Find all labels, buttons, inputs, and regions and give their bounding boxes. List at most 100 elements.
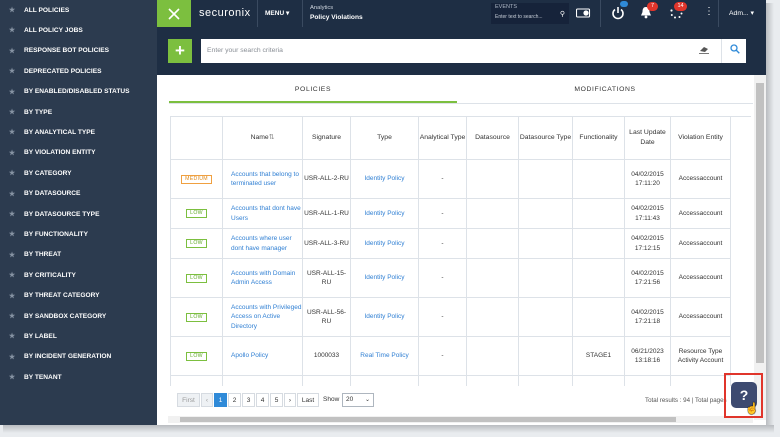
star-icon[interactable]: ★: [8, 7, 16, 14]
sidebar-item-label: BY INCIDENT GENERATION: [24, 353, 112, 361]
page-button[interactable]: 5: [270, 393, 283, 407]
star-icon[interactable]: ★: [8, 333, 16, 341]
star-icon[interactable]: ★: [8, 68, 16, 76]
vertical-scrollbar[interactable]: [754, 75, 766, 420]
sidebar-item[interactable]: ★ RESPONSE BOT POLICIES: [0, 44, 157, 58]
sidebar-item[interactable]: ★ BY FUNCTIONALITY: [0, 227, 157, 241]
toggle-icon[interactable]: [575, 7, 592, 22]
sidebar-item[interactable]: ★ BY CATEGORY: [0, 166, 157, 180]
cell-text: -: [441, 274, 444, 282]
table-cell-type[interactable]: Identity Policy: [351, 160, 419, 199]
page-button[interactable]: 2: [228, 393, 241, 407]
page-button[interactable]: 1: [214, 393, 227, 407]
eraser-icon[interactable]: [699, 45, 709, 56]
scrollbar-thumb[interactable]: [756, 83, 764, 363]
add-policy-button[interactable]: +: [168, 39, 192, 63]
search-icon[interactable]: ⚲: [559, 11, 565, 18]
column-header[interactable]: Datasource Type: [519, 117, 573, 160]
star-icon[interactable]: ★: [8, 109, 16, 116]
table-cell-name[interactable]: Automatic Incident: [223, 376, 303, 386]
sidebar-item[interactable]: ★ BY ANALYTICAL TYPE: [0, 125, 157, 139]
sidebar-item[interactable]: ★ DEPRECATED POLICIES: [0, 64, 157, 78]
table-cell-name[interactable]: Accounts that dont have Users: [223, 199, 303, 229]
table-cell-name[interactable]: Accounts with Privileged Access on Activ…: [223, 298, 303, 337]
scrollbar-thumb[interactable]: [180, 417, 676, 422]
column-header[interactable]: Analytical Type: [419, 117, 467, 160]
column-header[interactable]: Name ⇅: [223, 117, 303, 160]
sidebar-item[interactable]: ★ BY THREAT CATEGORY: [0, 289, 157, 303]
star-icon[interactable]: ★: [8, 251, 16, 259]
menu-button[interactable]: MENU ▾: [265, 9, 289, 17]
star-icon[interactable]: ★: [8, 353, 16, 361]
star-icon[interactable]: ★: [8, 149, 16, 157]
sidebar-item[interactable]: ★ BY TYPE: [0, 105, 157, 119]
table-cell-type[interactable]: Identity Policy: [351, 259, 419, 298]
sidebar-item[interactable]: ★ BY INCIDENT GENERATION: [0, 350, 157, 364]
sidebar-item[interactable]: ★ BY THREAT: [0, 248, 157, 262]
column-header[interactable]: Type: [351, 117, 419, 160]
first-page-button[interactable]: First: [177, 393, 200, 407]
prev-page-button[interactable]: ‹: [201, 393, 213, 407]
help-button[interactable]: ?: [731, 382, 757, 408]
table-cell-type[interactable]: Real Time Policy: [351, 337, 419, 376]
sidebar-item[interactable]: ★ BY SANDBOX CATEGORY: [0, 309, 157, 323]
star-icon[interactable]: ★: [8, 272, 16, 280]
more-vertical-icon[interactable]: ⋮: [704, 6, 714, 17]
sidebar-item[interactable]: ★ BY ENABLED/DISABLED STATUS: [0, 85, 157, 99]
next-page-button[interactable]: ›: [284, 393, 296, 407]
breadcrumb-parent[interactable]: Analytics: [310, 5, 334, 11]
table-cell-name[interactable]: Accounts that belong to terminated user: [223, 160, 303, 199]
star-icon[interactable]: ★: [8, 47, 16, 55]
sort-icon[interactable]: ⇅: [268, 134, 275, 141]
table-cell-name[interactable]: Accounts with Domain Admin Access: [223, 259, 303, 298]
star-icon[interactable]: ★: [8, 170, 16, 178]
table-cell-type[interactable]: Identity Policy: [351, 298, 419, 337]
last-page-button[interactable]: Last: [297, 393, 319, 407]
cell-text: USR-ALL-15-RU: [306, 269, 346, 287]
user-menu[interactable]: Adm... ▾: [729, 9, 754, 17]
star-icon[interactable]: ★: [8, 27, 16, 35]
home-button[interactable]: [157, 0, 191, 27]
cell-text: 04/02/2015 17:21:56: [631, 269, 664, 287]
header-severity[interactable]: [171, 117, 223, 160]
sidebar-item[interactable]: ★ BY CRITICALITY: [0, 268, 157, 282]
sidebar-item[interactable]: ★ BY DATASOURCE TYPE: [0, 207, 157, 221]
column-header[interactable]: Signature: [303, 117, 351, 160]
search-icon[interactable]: [730, 44, 740, 57]
sidebar-item[interactable]: ★ ALL POLICY JOBS: [0, 23, 157, 37]
sidebar-item[interactable]: ★ ALL POLICIES: [0, 3, 157, 17]
table-cell-functionality: [573, 229, 625, 259]
star-icon[interactable]: ★: [8, 129, 16, 137]
column-header[interactable]: Datasource: [467, 117, 519, 160]
star-icon[interactable]: ★: [8, 231, 16, 239]
star-icon[interactable]: ★: [8, 313, 16, 320]
power-icon[interactable]: [611, 6, 625, 23]
table-cell-name[interactable]: Accounts where user dont have manager: [223, 229, 303, 259]
page-size-select[interactable]: 20 ⌄: [342, 393, 374, 407]
table-cell-type[interactable]: Identity Policy: [351, 229, 419, 259]
column-header[interactable]: Functionality: [573, 117, 625, 160]
star-icon[interactable]: ★: [8, 88, 16, 96]
star-icon[interactable]: ★: [8, 292, 16, 300]
search-input[interactable]: [207, 44, 677, 57]
sidebar-item[interactable]: ★ BY VIOLATION ENTITY: [0, 146, 157, 160]
events-search-input[interactable]: Enter text to search...: [495, 14, 543, 20]
page-button[interactable]: 3: [242, 393, 255, 407]
tab-modifications[interactable]: MODIFICATIONS: [574, 86, 636, 93]
horizontal-scrollbar[interactable]: [168, 416, 753, 423]
sidebar-item[interactable]: ★ BY TENANT: [0, 370, 157, 384]
column-header[interactable]: Violation Entity: [671, 117, 731, 160]
cell-text: Identity Policy: [364, 239, 405, 247]
tab-policies[interactable]: POLICIES: [169, 80, 457, 104]
sidebar-item[interactable]: ★ BY DATASOURCE: [0, 187, 157, 201]
star-icon[interactable]: ★: [8, 211, 16, 218]
events-search[interactable]: EVENTS Enter text to search... ⚲: [491, 3, 569, 24]
table-cell-name[interactable]: Apollo Policy: [223, 337, 303, 376]
star-icon[interactable]: ★: [8, 374, 16, 382]
page-button[interactable]: 4: [256, 393, 269, 407]
table-cell-type[interactable]: Identity Policy: [351, 199, 419, 229]
sidebar-item[interactable]: ★ BY LABEL: [0, 329, 157, 343]
column-header[interactable]: Last Update Date: [625, 117, 671, 160]
star-icon[interactable]: ★: [8, 190, 16, 198]
table-cell-type[interactable]: [351, 376, 419, 386]
